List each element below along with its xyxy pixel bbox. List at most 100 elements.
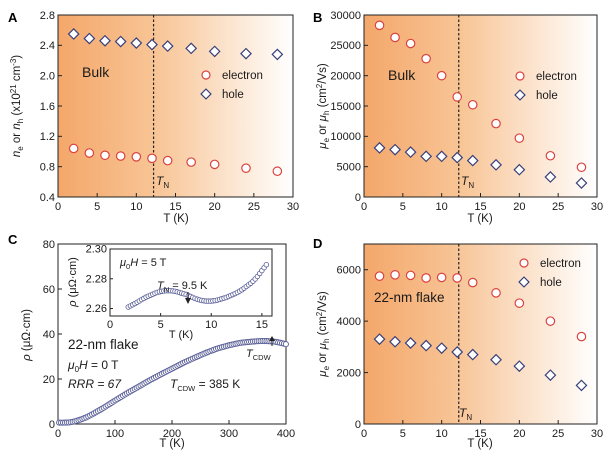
panel-b-hole-point: [435, 150, 448, 163]
panel-a-electron-point: [131, 152, 142, 162]
panel-a-ytick-label: 2.4: [40, 40, 55, 52]
panel-c-inset-xlabel: T (K): [169, 329, 193, 341]
panel-b-electron-point: [436, 70, 447, 81]
panel-a-hole-point: [67, 28, 80, 40]
panel-c-inset-ytick-label: 2.30: [86, 244, 107, 256]
panel-b-hole-point: [490, 158, 502, 171]
panel-b-ytick-label: 30000: [330, 10, 361, 22]
panel-b-ytick-label: 20000: [330, 71, 361, 83]
panel-d-electron-point: [421, 273, 431, 283]
panel-d-ytick-label: 0: [355, 419, 361, 431]
panel-a-legend-hole: hole: [222, 89, 244, 101]
panel-c-inset-ylabel: ρ (μΩ·cm): [67, 257, 79, 308]
panel-b-ytick-label: 15000: [330, 101, 361, 113]
panel-a-xtick-label: 25: [248, 201, 260, 213]
panel-d-legend-hole: hole: [540, 277, 562, 289]
panel-b: 0 5 10 15 20 25 30 0 5000 10000 15000 20000 25000 300…: [313, 10, 603, 225]
panel-b-xtick-label: 5: [400, 201, 406, 213]
panel-b-hole-point: [389, 143, 402, 156]
panel-d-electron-point: [545, 316, 556, 326]
panel-d-electron-point: [576, 331, 587, 342]
panel-c-ytick-label: 40: [43, 329, 55, 341]
panel-b-xtick-label: 15: [474, 201, 486, 213]
panel-c-field-label: μ0H = 0 T: [67, 358, 119, 374]
panel-b-hole-point: [404, 146, 417, 159]
panel-b-ylabel: μe or μh (cm2/Vs): [315, 63, 331, 150]
panel-b-electron-point: [405, 38, 416, 49]
panel-c-inset-tn-label: TN = 9.5 K: [157, 280, 208, 294]
panel-c-flake-label: 22-nm flake: [68, 337, 139, 352]
panel-a-electron-point: [147, 153, 157, 164]
panel-d-hole-point: [490, 353, 502, 366]
panel-b-bulk-label: Bulk: [388, 67, 416, 83]
panel-b-electron-point: [421, 53, 431, 64]
panel-b-electron-point: [467, 99, 478, 110]
panel-a-xtick-label: 10: [130, 201, 142, 213]
panel-d-hole-point: [404, 337, 417, 349]
panel-c-tcdw-arrowhead: [269, 336, 275, 341]
panel-a-xtick-label: 20: [209, 201, 221, 213]
panel-c-inset-curve-point: [263, 261, 270, 268]
panel-c-ytick-label: 20: [43, 374, 55, 386]
panel-b-xtick-label: 0: [361, 201, 367, 213]
panel-a-hole-point: [83, 32, 96, 45]
panel-d-ylabel: μe or μh (cm2/Vs): [315, 291, 331, 378]
panel-d-hole-point: [513, 360, 526, 373]
panel-a-ylabel: ne or nh (x1021 cm-3): [9, 55, 25, 157]
panel-a-xtick-label: 30: [287, 201, 299, 213]
panel-c-ytick-label: 80: [43, 239, 55, 251]
panel-b-xtick-label: 20: [513, 201, 525, 213]
panel-b-electron-point: [452, 92, 462, 102]
panel-b-hole-point: [513, 163, 526, 176]
panel-d-xtick-label: 0: [361, 428, 367, 440]
panel-a-electron-point: [115, 151, 126, 161]
panel-a-electron-point: [84, 148, 95, 158]
panel-b-hole-point: [575, 177, 588, 189]
panel-c-inset-xtick-label: 10: [205, 319, 217, 331]
panel-b-tn-label: TN: [461, 174, 474, 190]
panel-d-hole-point: [466, 348, 479, 361]
panel-b-electron-point: [491, 118, 501, 129]
panel-d-shading: [364, 244, 597, 424]
panel-a-electron-point: [272, 166, 283, 177]
panel-b-hole-point: [544, 171, 557, 183]
panel-d-hole-point: [389, 335, 402, 348]
panel-d-xtick-label: 30: [591, 428, 603, 440]
panel-c-inset-tn-arrowhead: [185, 298, 191, 304]
panel-d-xtick-label: 15: [474, 428, 486, 440]
panel-a-marks: 0 5 10 15 20 25 30 0.4 0.8 1.2 1.6 2.0 2.4 2.8: [40, 10, 299, 213]
panel-c-letter: C: [8, 232, 18, 247]
panel-c-ytick-label: 0: [49, 419, 55, 431]
panel-a-xtick-label: 15: [169, 201, 181, 213]
panel-a-hole-point: [99, 34, 111, 47]
panel-d-legend-hole-marker: [518, 276, 530, 288]
panel-b-electron-point: [374, 20, 385, 31]
panel-d-flake-label: 22-nm flake: [374, 290, 445, 305]
panel-b-legend-hole-marker: [514, 89, 526, 101]
panel-c-xtick-label: 400: [277, 428, 295, 440]
panel-a-xtick-label: 5: [94, 201, 100, 213]
panel-c-inset-field-label: μ0H = 5 T: [119, 257, 167, 271]
panel-d-electron-point: [452, 273, 462, 283]
panel-c-xtick-label: 200: [163, 428, 181, 440]
panel-d-hole-point: [575, 379, 588, 392]
panel-a-legend-electron-marker: [201, 70, 211, 80]
panel-a-electron-point: [162, 155, 173, 166]
panel-b-hole-point: [420, 150, 433, 163]
panel-b-xtick-label: 25: [552, 201, 564, 213]
panel-c-xtick-label: 300: [220, 428, 238, 440]
panel-a-hole-point: [130, 37, 143, 49]
panel-b-hole-point: [466, 154, 479, 167]
panel-a-hole-point: [240, 47, 252, 60]
panel-c-rrr-label: RRR = 67: [68, 377, 122, 391]
panel-d-ytick-label: 2000: [337, 367, 361, 379]
panel-b-electron-point: [514, 133, 525, 143]
panel-a-hole-point: [185, 42, 198, 55]
panel-d-hole-point: [420, 339, 433, 352]
panel-d-hole-point: [435, 342, 448, 355]
panel-d-electron-point: [467, 277, 478, 288]
panel-c-inset-xtick-label: 5: [158, 319, 164, 331]
panel-a-shading: [58, 15, 293, 197]
